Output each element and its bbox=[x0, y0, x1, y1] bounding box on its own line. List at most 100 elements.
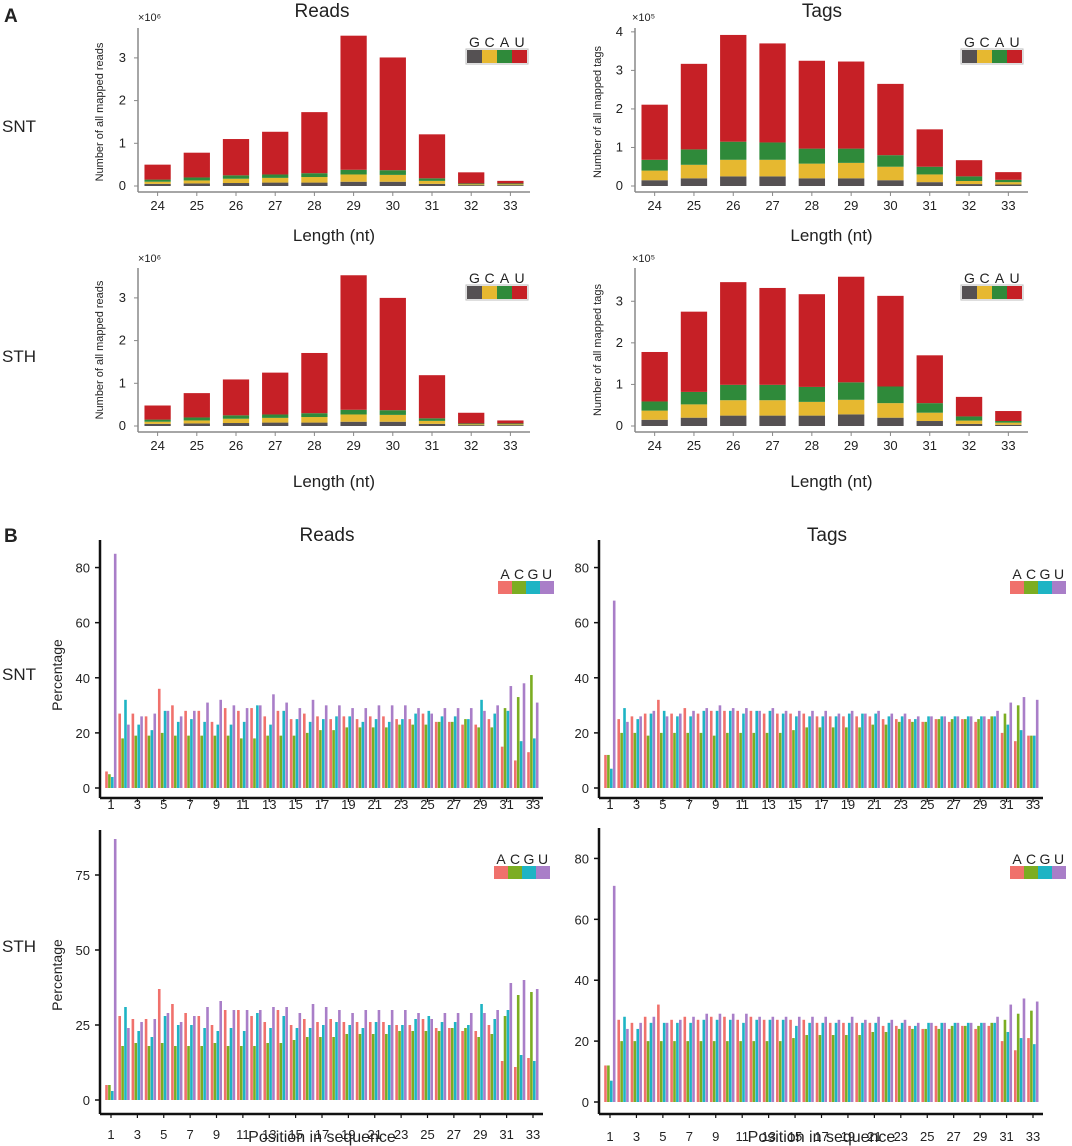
bar-u-27 bbox=[759, 287, 786, 385]
bar-a-30 bbox=[379, 410, 406, 415]
bar-u-pos-5 bbox=[166, 710, 170, 788]
bar-c-pos-25 bbox=[924, 1028, 927, 1102]
y-tick-label: 0 bbox=[83, 781, 90, 796]
legend-label-g: G bbox=[469, 270, 480, 286]
x-tick-label: 11 bbox=[735, 1129, 749, 1144]
bar-u-pos-32 bbox=[522, 683, 526, 788]
bar-g-pos-32 bbox=[519, 1055, 523, 1100]
bar-u-26 bbox=[720, 34, 747, 142]
bar-u-pos-16 bbox=[311, 1004, 315, 1100]
bar-u-pos-13 bbox=[771, 1016, 775, 1102]
bar-c-pos-8 bbox=[699, 1041, 703, 1102]
bar-u-pos-19 bbox=[850, 710, 854, 788]
bar-a-pos-6 bbox=[670, 713, 673, 788]
bar-a-pos-14 bbox=[776, 713, 779, 788]
legend-label-c: C bbox=[484, 270, 494, 286]
bar-u-pos-8 bbox=[705, 708, 709, 788]
legend-label-u: U bbox=[1054, 851, 1064, 867]
bar-a-pos-24 bbox=[408, 1025, 412, 1100]
bar-a-pos-15 bbox=[789, 1019, 792, 1102]
bar-g-28 bbox=[798, 178, 826, 186]
bar-c-pos-26 bbox=[437, 1031, 441, 1100]
bar-a-pos-8 bbox=[197, 710, 201, 788]
bar-c-24 bbox=[144, 181, 171, 184]
bar-u-24 bbox=[144, 164, 171, 180]
x-axis-label: Position in sequence bbox=[748, 1129, 896, 1146]
x-tick-label: 31 bbox=[923, 198, 937, 213]
bar-a-pos-32 bbox=[1013, 1050, 1017, 1102]
bar-u-pos-25 bbox=[430, 1019, 433, 1100]
bar-u-30 bbox=[379, 297, 406, 411]
bar-u-pos-28 bbox=[469, 1013, 473, 1100]
legend-swatch-a bbox=[992, 50, 1007, 63]
bar-u-pos-23 bbox=[404, 1010, 407, 1100]
bar-c-pos-24 bbox=[911, 1028, 914, 1102]
bar-a-25 bbox=[183, 177, 210, 181]
y-tick-label: 80 bbox=[76, 561, 90, 576]
bar-g-pos-23 bbox=[401, 719, 404, 788]
legend-label-a: A bbox=[995, 270, 1005, 286]
bar-c-pos-10 bbox=[226, 735, 230, 788]
bar-a-pos-29 bbox=[474, 1031, 478, 1100]
bar-a-pos-30 bbox=[987, 1025, 991, 1102]
x-tick-label: 5 bbox=[160, 797, 167, 812]
bar-u-pos-4 bbox=[652, 710, 656, 788]
bar-c-pos-9 bbox=[213, 735, 217, 788]
bar-c-pos-28 bbox=[464, 1028, 467, 1100]
bar-g-pos-26 bbox=[940, 716, 944, 788]
x-tick-label: 29 bbox=[346, 198, 360, 213]
y-tick-label: 0 bbox=[83, 1093, 90, 1108]
bar-a-pos-26 bbox=[434, 721, 438, 788]
bar-g-25 bbox=[183, 183, 210, 186]
bar-a-pos-30 bbox=[987, 719, 991, 788]
bar-a-pos-16 bbox=[303, 713, 306, 788]
legend-label-a: A bbox=[500, 270, 510, 286]
bar-g-30 bbox=[877, 417, 904, 426]
x-tick-label: 24 bbox=[150, 438, 164, 453]
bar-u-pos-26 bbox=[443, 1013, 447, 1100]
bar-u-pos-16 bbox=[811, 710, 814, 788]
x-tick-label: 15 bbox=[288, 1127, 302, 1142]
y-tick-label: 60 bbox=[575, 616, 589, 631]
bar-u-pos-23 bbox=[404, 705, 407, 788]
bar-u-pos-6 bbox=[179, 1022, 183, 1100]
y-tick-label: 0 bbox=[616, 178, 623, 193]
bar-g-pos-11 bbox=[242, 1031, 246, 1100]
x-tick-label: 25 bbox=[420, 797, 434, 812]
bar-a-pos-16 bbox=[802, 1019, 806, 1102]
x-tick-label: 27 bbox=[946, 1129, 960, 1144]
x-tick-label: 7 bbox=[187, 797, 194, 812]
bar-u-pos-10 bbox=[731, 708, 735, 788]
bar-g-pos-13 bbox=[768, 710, 772, 788]
bar-c-pos-31 bbox=[503, 1016, 507, 1100]
bar-g-pos-28 bbox=[966, 716, 970, 788]
bar-c-pos-5 bbox=[659, 732, 663, 788]
bar-a-pos-15 bbox=[289, 1025, 293, 1100]
bar-c-29 bbox=[837, 162, 865, 179]
bar-c-pos-28 bbox=[464, 719, 467, 788]
bar-g-pos-24 bbox=[914, 1025, 917, 1102]
x-tick-label: 31 bbox=[499, 1127, 513, 1142]
bar-c-pos-14 bbox=[279, 735, 283, 788]
legend-label-a: A bbox=[496, 851, 506, 867]
bar-u-32 bbox=[458, 172, 485, 184]
legend-swatch-c bbox=[1024, 581, 1038, 594]
x-tick-label: 11 bbox=[735, 797, 749, 812]
bar-c-pos-27 bbox=[450, 1028, 454, 1100]
bar-u-25 bbox=[680, 63, 708, 150]
bar-g-pos-12 bbox=[755, 1019, 759, 1102]
bar-u-30 bbox=[379, 57, 406, 171]
bar-a-pos-26 bbox=[934, 1025, 938, 1102]
bar-g-pos-14 bbox=[781, 1019, 785, 1102]
legend-label-a: A bbox=[500, 566, 510, 582]
bar-u-24 bbox=[641, 104, 668, 160]
bar-g-pos-5 bbox=[163, 1016, 167, 1100]
legend-swatch-a bbox=[1010, 866, 1024, 879]
y-tick-label: 80 bbox=[575, 851, 589, 866]
bar-c-pos-15 bbox=[792, 1038, 795, 1102]
bar-c-pos-24 bbox=[911, 721, 914, 788]
x-tick-label: 30 bbox=[883, 438, 897, 453]
bar-c-pos-14 bbox=[279, 1043, 283, 1100]
y-tick-label: 0 bbox=[119, 418, 126, 433]
bar-a-pos-19 bbox=[342, 716, 346, 788]
